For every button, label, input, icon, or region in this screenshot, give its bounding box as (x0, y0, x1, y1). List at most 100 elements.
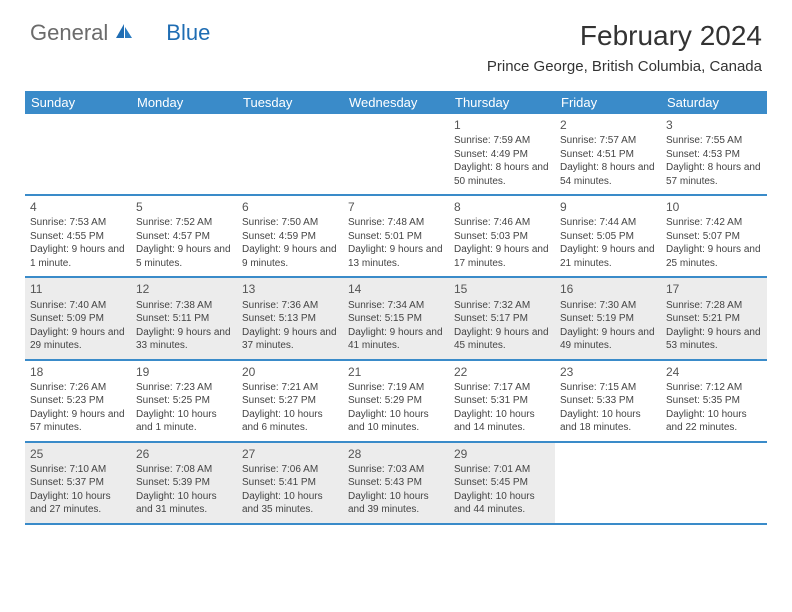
day-number: 23 (560, 364, 656, 380)
day-number: 27 (242, 446, 338, 462)
daylight-text: Daylight: 8 hours and 57 minutes. (666, 161, 762, 188)
daylight-text: Daylight: 9 hours and 37 minutes. (242, 326, 338, 353)
day-cell (555, 443, 661, 523)
day-number: 9 (560, 199, 656, 215)
sunrise-text: Sunrise: 7:30 AM (560, 299, 656, 313)
weekday-header: Friday (555, 91, 661, 114)
day-number: 17 (666, 281, 762, 297)
sunrise-text: Sunrise: 7:48 AM (348, 216, 444, 230)
day-cell: 15Sunrise: 7:32 AMSunset: 5:17 PMDayligh… (449, 278, 555, 358)
daylight-text: Daylight: 9 hours and 33 minutes. (136, 326, 232, 353)
day-number: 25 (30, 446, 126, 462)
sunrise-text: Sunrise: 7:10 AM (30, 463, 126, 477)
day-number: 5 (136, 199, 232, 215)
daylight-text: Daylight: 10 hours and 31 minutes. (136, 490, 232, 517)
day-number: 14 (348, 281, 444, 297)
sunrise-text: Sunrise: 7:46 AM (454, 216, 550, 230)
weekday-header: Monday (131, 91, 237, 114)
day-cell: 6Sunrise: 7:50 AMSunset: 4:59 PMDaylight… (237, 196, 343, 276)
sunset-text: Sunset: 4:53 PM (666, 148, 762, 162)
day-cell (661, 443, 767, 523)
day-cell: 2Sunrise: 7:57 AMSunset: 4:51 PMDaylight… (555, 114, 661, 194)
sunset-text: Sunset: 5:05 PM (560, 230, 656, 244)
sunrise-text: Sunrise: 7:53 AM (30, 216, 126, 230)
day-number: 4 (30, 199, 126, 215)
sunset-text: Sunset: 5:45 PM (454, 476, 550, 490)
daylight-text: Daylight: 10 hours and 18 minutes. (560, 408, 656, 435)
day-cell: 27Sunrise: 7:06 AMSunset: 5:41 PMDayligh… (237, 443, 343, 523)
week-row: 1Sunrise: 7:59 AMSunset: 4:49 PMDaylight… (25, 114, 767, 196)
day-cell: 23Sunrise: 7:15 AMSunset: 5:33 PMDayligh… (555, 361, 661, 441)
sunrise-text: Sunrise: 7:19 AM (348, 381, 444, 395)
daylight-text: Daylight: 9 hours and 29 minutes. (30, 326, 126, 353)
sunrise-text: Sunrise: 7:34 AM (348, 299, 444, 313)
day-cell: 4Sunrise: 7:53 AMSunset: 4:55 PMDaylight… (25, 196, 131, 276)
sunset-text: Sunset: 4:49 PM (454, 148, 550, 162)
day-cell: 5Sunrise: 7:52 AMSunset: 4:57 PMDaylight… (131, 196, 237, 276)
daylight-text: Daylight: 9 hours and 21 minutes. (560, 243, 656, 270)
day-number: 22 (454, 364, 550, 380)
day-cell: 19Sunrise: 7:23 AMSunset: 5:25 PMDayligh… (131, 361, 237, 441)
sunrise-text: Sunrise: 7:15 AM (560, 381, 656, 395)
daylight-text: Daylight: 9 hours and 49 minutes. (560, 326, 656, 353)
day-cell: 28Sunrise: 7:03 AMSunset: 5:43 PMDayligh… (343, 443, 449, 523)
sunrise-text: Sunrise: 7:26 AM (30, 381, 126, 395)
calendar: SundayMondayTuesdayWednesdayThursdayFrid… (25, 91, 767, 525)
day-cell: 17Sunrise: 7:28 AMSunset: 5:21 PMDayligh… (661, 278, 767, 358)
day-number: 16 (560, 281, 656, 297)
sunset-text: Sunset: 5:15 PM (348, 312, 444, 326)
day-cell: 1Sunrise: 7:59 AMSunset: 4:49 PMDaylight… (449, 114, 555, 194)
week-row: 11Sunrise: 7:40 AMSunset: 5:09 PMDayligh… (25, 278, 767, 360)
day-cell: 9Sunrise: 7:44 AMSunset: 5:05 PMDaylight… (555, 196, 661, 276)
sunset-text: Sunset: 4:59 PM (242, 230, 338, 244)
title-block: February 2024 Prince George, British Col… (487, 20, 762, 75)
sunset-text: Sunset: 5:19 PM (560, 312, 656, 326)
day-cell: 11Sunrise: 7:40 AMSunset: 5:09 PMDayligh… (25, 278, 131, 358)
weekday-header: Wednesday (343, 91, 449, 114)
sunset-text: Sunset: 5:37 PM (30, 476, 126, 490)
sunset-text: Sunset: 5:39 PM (136, 476, 232, 490)
sunrise-text: Sunrise: 7:52 AM (136, 216, 232, 230)
day-cell (237, 114, 343, 194)
week-row: 25Sunrise: 7:10 AMSunset: 5:37 PM Dayligh… (25, 443, 767, 525)
sunset-text: Sunset: 4:51 PM (560, 148, 656, 162)
day-cell: 29Sunrise: 7:01 AMSunset: 5:45 PMDayligh… (449, 443, 555, 523)
sunset-text: Sunset: 5:11 PM (136, 312, 232, 326)
daylight-text: Daylight: 9 hours and 9 minutes. (242, 243, 338, 270)
day-number: 10 (666, 199, 762, 215)
sunrise-text: Sunrise: 7:50 AM (242, 216, 338, 230)
sunrise-text: Sunrise: 7:21 AM (242, 381, 338, 395)
day-number: 21 (348, 364, 444, 380)
day-number: 19 (136, 364, 232, 380)
day-cell (131, 114, 237, 194)
day-cell: 3Sunrise: 7:55 AMSunset: 4:53 PMDaylight… (661, 114, 767, 194)
day-cell: 14 Sunrise: 7:34 AMSunset: 5:15 PMDayligh… (343, 278, 449, 358)
sunset-text: Sunset: 5:43 PM (348, 476, 444, 490)
day-number: 7 (348, 199, 444, 215)
sunset-text: Sunset: 4:55 PM (30, 230, 126, 244)
day-cell: 26Sunrise: 7:08 AMSunset: 5:39 PMDayligh… (131, 443, 237, 523)
weekday-header: Sunday (25, 91, 131, 114)
location: Prince George, British Columbia, Canada (487, 58, 762, 75)
week-row: 4Sunrise: 7:53 AMSunset: 4:55 PMDaylight… (25, 196, 767, 278)
daylight-text: Daylight: 9 hours and 1 minute. (30, 243, 126, 270)
daylight-text: Daylight: 9 hours and 41 minutes. (348, 326, 444, 353)
day-cell: 16 Sunrise: 7:30 AMSunset: 5:19 PMDayligh… (555, 278, 661, 358)
daylight-text: Daylight: 9 hours and 57 minutes. (30, 408, 126, 435)
sunrise-text: Sunrise: 7:03 AM (348, 463, 444, 477)
day-cell (25, 114, 131, 194)
sunset-text: Sunset: 4:57 PM (136, 230, 232, 244)
sunrise-text: Sunrise: 7:28 AM (666, 299, 762, 313)
sunset-text: Sunset: 5:03 PM (454, 230, 550, 244)
day-number: 3 (666, 117, 762, 133)
sunset-text: Sunset: 5:33 PM (560, 394, 656, 408)
month-title: February 2024 (487, 20, 762, 52)
sunset-text: Sunset: 5:35 PM (666, 394, 762, 408)
sunrise-text: Sunrise: 7:57 AM (560, 134, 656, 148)
sunrise-text: Sunrise: 7:38 AM (136, 299, 232, 313)
daylight-text: Daylight: 9 hours and 13 minutes. (348, 243, 444, 270)
day-number: 8 (454, 199, 550, 215)
day-cell: 12Sunrise: 7:38 AMSunset: 5:11 PMDayligh… (131, 278, 237, 358)
daylight-text: Daylight: 9 hours and 45 minutes. (454, 326, 550, 353)
daylight-text: Daylight: 9 hours and 25 minutes. (666, 243, 762, 270)
